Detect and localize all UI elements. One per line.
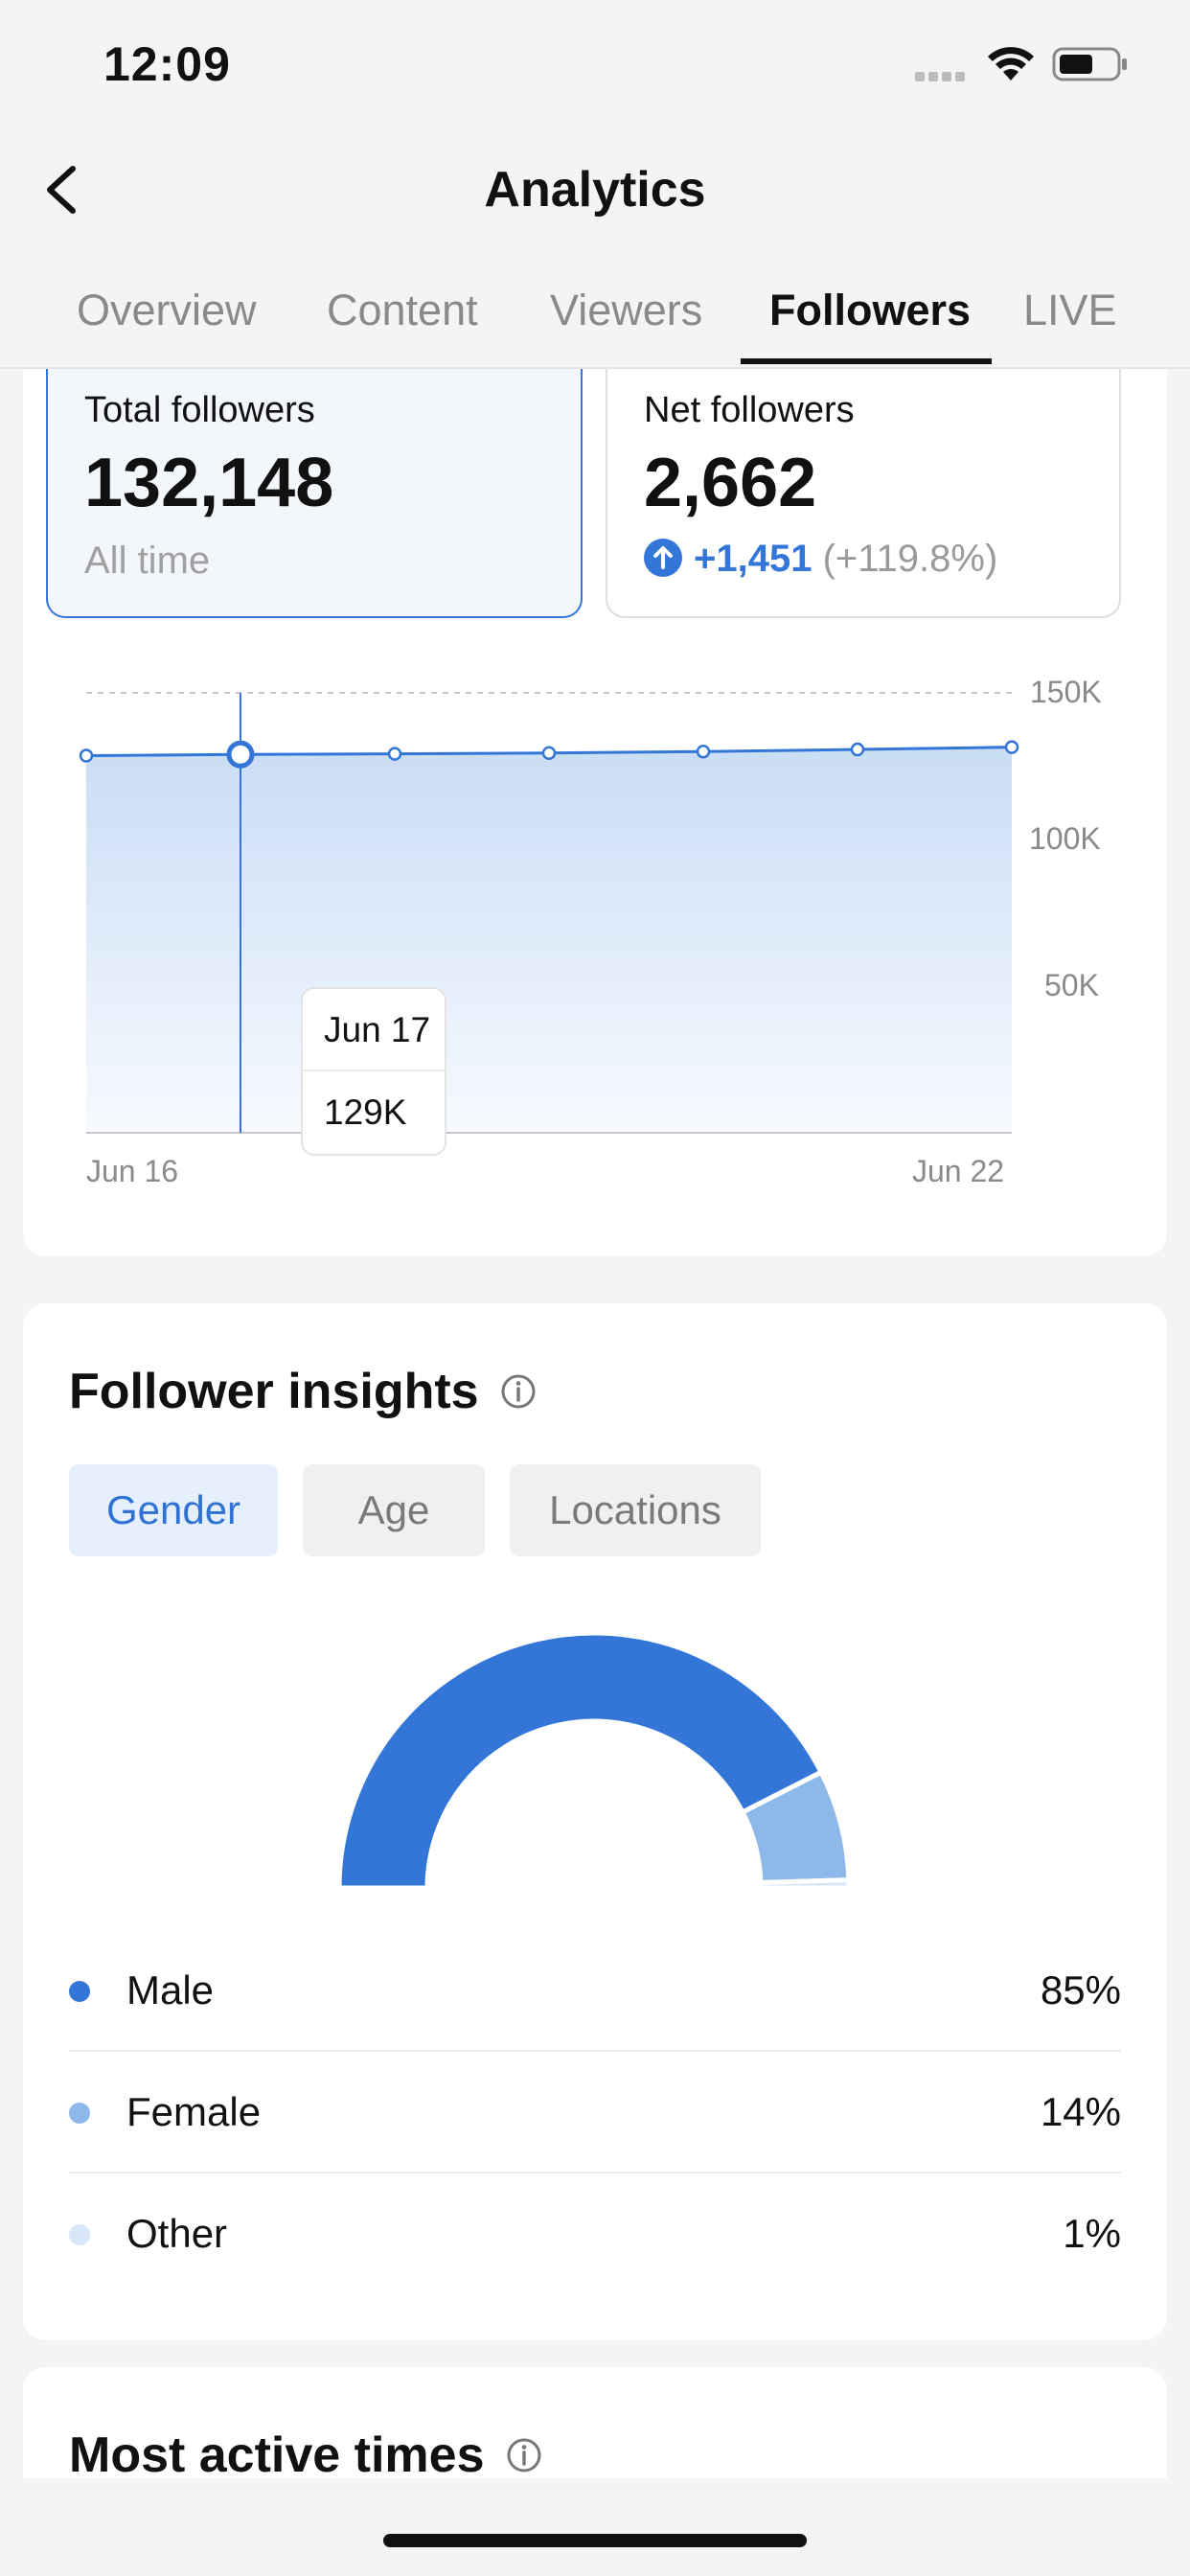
page-title: Analytics	[484, 162, 706, 218]
chart-point[interactable]	[1004, 740, 1019, 754]
x-tick-label: Jun 16	[86, 1154, 179, 1188]
legend-label: Female	[126, 2089, 262, 2134]
chip-locations[interactable]: Locations	[510, 1464, 761, 1556]
total-followers-period: All time	[84, 540, 211, 582]
wifi-icon	[988, 47, 1034, 80]
net-followers-change-pct: (+119.8%)	[822, 538, 998, 580]
chart-point[interactable]	[541, 746, 557, 760]
chart-point[interactable]	[850, 742, 865, 757]
y-tick-label: 100K	[1029, 821, 1101, 856]
chart-area	[86, 747, 1012, 1133]
gauge-segment-other	[758, 1877, 852, 1890]
y-tick-label: 50K	[1044, 968, 1099, 1002]
net-followers-value: 2,662	[644, 445, 817, 521]
back-arrow-icon[interactable]	[40, 163, 86, 217]
legend-label: Other	[126, 2211, 228, 2256]
cellular-signal-icon	[915, 69, 971, 81]
active-tab-indicator	[741, 358, 992, 364]
most-active-times-title: Most active times	[69, 2426, 542, 2484]
follower-insights-title: Follower insights	[69, 1363, 537, 1420]
info-icon[interactable]	[500, 1373, 537, 1410]
legend-value: 85%	[1040, 1967, 1121, 2012]
legend-dot	[69, 1981, 90, 2002]
info-icon[interactable]	[506, 2437, 542, 2473]
legend-value: 1%	[1063, 2211, 1121, 2256]
tab-viewers[interactable]: Viewers	[550, 286, 703, 334]
legend-value: 14%	[1040, 2089, 1121, 2134]
net-followers-card[interactable]: Net followers 2,662 +1,451 (+119.8%)	[606, 369, 1121, 618]
home-indicator	[383, 2534, 807, 2547]
tooltip-date: Jun 17	[324, 1010, 431, 1049]
chip-gender[interactable]: Gender	[69, 1464, 278, 1556]
total-followers-card[interactable]: Total followers 132,148 All time	[46, 369, 583, 618]
arrow-up-icon	[644, 539, 682, 577]
tooltip-value: 129K	[324, 1092, 407, 1132]
chart-point[interactable]	[79, 748, 94, 763]
chart-point[interactable]	[696, 744, 711, 759]
chip-age[interactable]: Age	[303, 1464, 485, 1556]
legend-row-female: Female 14%	[69, 2053, 1121, 2174]
tab-followers[interactable]: Followers	[769, 286, 972, 334]
legend-dot	[69, 2224, 90, 2245]
legend-label: Male	[126, 1967, 215, 2012]
tab-overview[interactable]: Overview	[77, 286, 257, 334]
followers-chart[interactable]	[0, 0, 1190, 1208]
status-time: 12:09	[103, 37, 231, 91]
total-followers-label: Total followers	[84, 390, 315, 430]
most-active-times-card	[23, 2367, 1167, 2482]
tabs-divider	[0, 367, 1190, 369]
gauge-segment-male	[336, 1630, 825, 1890]
legend-dot	[69, 2103, 90, 2124]
x-tick-label: Jun 22	[912, 1154, 1005, 1188]
chart-point-selected[interactable]	[226, 740, 255, 769]
tab-bar: Overview Content Viewers Followers LIVE	[0, 278, 1190, 368]
battery-icon	[1052, 47, 1127, 81]
bottom-safe-area	[0, 2478, 1190, 2576]
legend-row-other: Other 1%	[69, 2174, 1121, 2295]
chart-point[interactable]	[387, 747, 402, 761]
y-tick-label: 150K	[1030, 675, 1102, 709]
tab-content[interactable]: Content	[327, 286, 478, 334]
gender-gauge-chart	[336, 1630, 852, 1890]
total-followers-value: 132,148	[84, 445, 334, 521]
tab-live[interactable]: LIVE	[1023, 286, 1117, 334]
net-followers-change: +1,451	[694, 538, 812, 580]
chart-tooltip: Jun 17 129K	[301, 987, 446, 1156]
legend-row-male: Male 85%	[69, 1931, 1121, 2052]
net-followers-label: Net followers	[644, 390, 855, 430]
